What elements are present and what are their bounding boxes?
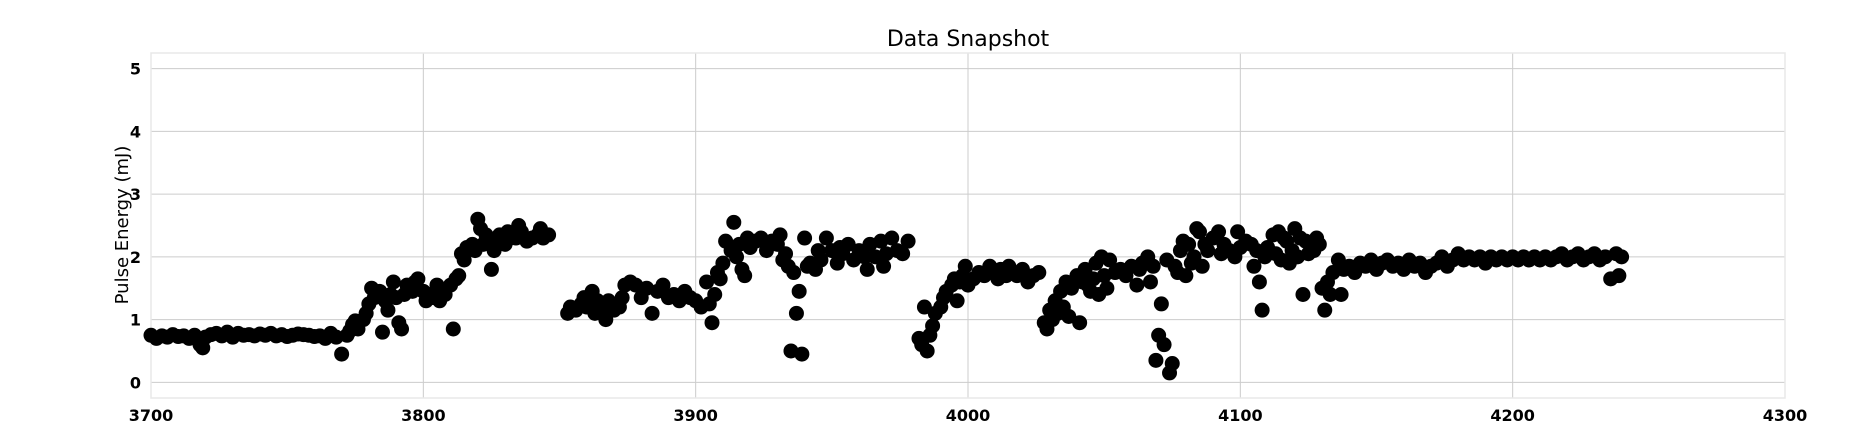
data-point <box>949 293 965 309</box>
grid-lines <box>150 53 1786 398</box>
data-point <box>1611 268 1627 284</box>
y-axis-label: Pulse Energy (mJ) <box>112 146 133 305</box>
data-point <box>541 227 557 243</box>
data-point <box>1072 315 1088 331</box>
data-point <box>797 230 813 246</box>
data-point <box>704 315 720 331</box>
data-point <box>374 324 390 340</box>
x-tick-label: 4100 <box>1218 406 1263 425</box>
data-point <box>614 290 630 306</box>
data-point <box>699 274 715 290</box>
data-point <box>1142 274 1158 290</box>
y-tick-label: 1 <box>130 311 141 330</box>
data-point <box>813 252 829 268</box>
data-point <box>380 302 396 318</box>
data-point <box>900 233 916 249</box>
data-point <box>410 271 426 287</box>
y-axis-ticks: 0 1 2 3 4 5 <box>130 60 141 393</box>
data-point <box>729 249 745 265</box>
data-point <box>1153 296 1169 312</box>
data-point <box>1164 356 1180 371</box>
data-point <box>1333 287 1349 302</box>
data-point <box>895 246 911 262</box>
data-point <box>1251 274 1267 290</box>
plot-frame <box>150 52 1786 399</box>
data-point <box>334 346 350 362</box>
data-point <box>644 305 660 321</box>
data-point <box>451 268 467 284</box>
x-tick-label: 4200 <box>1490 406 1535 425</box>
data-point <box>925 318 941 334</box>
data-point <box>772 227 788 243</box>
chart-title: Data Snapshot <box>887 27 1050 52</box>
data-point <box>791 283 807 299</box>
data-point <box>385 274 401 290</box>
data-point <box>1317 302 1333 318</box>
data-point <box>1246 258 1262 274</box>
data-point <box>1614 249 1630 265</box>
data-point <box>712 271 728 287</box>
data-point <box>1211 224 1227 240</box>
data-point <box>1191 224 1207 240</box>
data-points <box>143 211 1630 381</box>
data-point <box>876 258 892 274</box>
data-point <box>655 277 671 293</box>
data-point <box>1322 287 1338 302</box>
data-point <box>786 265 802 281</box>
data-point <box>1063 280 1079 296</box>
data-point <box>394 321 410 337</box>
data-point <box>737 268 753 284</box>
x-tick-label: 3800 <box>401 406 446 425</box>
data-point <box>726 214 742 230</box>
y-tick-label: 0 <box>130 373 141 392</box>
data-point <box>1254 302 1270 318</box>
data-point <box>1099 280 1115 296</box>
data-point <box>1129 277 1145 293</box>
data-point <box>1194 258 1210 274</box>
data-point <box>778 246 794 262</box>
data-point <box>1014 261 1030 277</box>
data-point <box>1148 352 1164 368</box>
data-point <box>715 255 731 271</box>
data-point <box>818 230 834 246</box>
data-point <box>1031 265 1047 281</box>
data-point <box>884 230 900 246</box>
data-point <box>707 287 723 302</box>
data-point <box>916 299 932 315</box>
data-point <box>445 321 461 337</box>
data-point <box>1156 337 1172 353</box>
data-point <box>859 261 875 277</box>
data-point <box>794 346 810 362</box>
data-point <box>483 261 499 277</box>
data-point <box>840 236 856 252</box>
data-point <box>1178 268 1194 284</box>
x-tick-label: 3900 <box>673 406 718 425</box>
data-point <box>1295 287 1311 302</box>
y-tick-label: 3 <box>130 185 141 204</box>
y-tick-label: 4 <box>130 122 141 141</box>
y-tick-label: 2 <box>130 248 141 267</box>
data-point <box>1102 252 1118 268</box>
x-axis-ticks: 3700 3800 3900 4000 4100 4200 4300 <box>129 406 1808 425</box>
data-point <box>788 305 804 321</box>
data-point <box>957 258 973 274</box>
data-point <box>1311 236 1327 252</box>
data-point <box>456 252 472 268</box>
data-point <box>1145 258 1161 274</box>
data-point <box>1200 243 1216 259</box>
x-tick-label: 4300 <box>1763 406 1808 425</box>
data-point <box>1181 236 1197 252</box>
x-tick-label: 4000 <box>946 406 991 425</box>
data-point <box>1061 308 1077 324</box>
x-tick-label: 3700 <box>129 406 174 425</box>
data-point <box>857 249 873 265</box>
y-tick-label: 5 <box>130 60 141 79</box>
data-point <box>919 343 935 359</box>
